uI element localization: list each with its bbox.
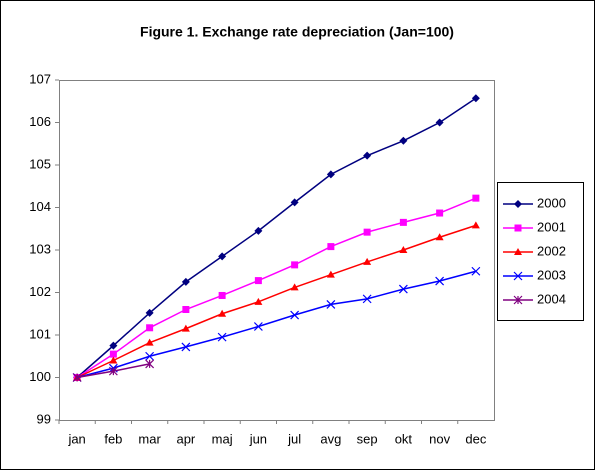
marker — [109, 350, 117, 358]
marker — [254, 297, 263, 305]
x-tick-label: sep — [357, 431, 378, 446]
x-tick-label: jul — [287, 431, 301, 446]
x-tick-label: feb — [104, 431, 122, 446]
marker — [471, 94, 480, 103]
x-tick-label: jan — [67, 431, 85, 446]
y-tick-label: 107 — [29, 71, 51, 86]
x-tick-label: apr — [176, 431, 195, 446]
x-tick-label: dec — [465, 431, 486, 446]
marker — [471, 221, 480, 229]
marker — [254, 226, 263, 235]
legend-label: 2004 — [537, 291, 566, 306]
marker — [399, 246, 408, 253]
marker — [181, 277, 190, 286]
x-tick-label: maj — [212, 431, 233, 446]
y-tick-label: 99 — [37, 411, 51, 426]
marker — [145, 351, 155, 361]
marker — [72, 373, 82, 382]
series-line — [76, 97, 477, 379]
x-tick-label: okt — [395, 431, 413, 446]
legend-label: 2002 — [537, 243, 566, 258]
marker — [109, 356, 118, 364]
marker — [145, 359, 155, 369]
marker — [362, 294, 372, 304]
marker — [435, 118, 444, 127]
marker — [218, 309, 227, 317]
legend-label: 2000 — [537, 195, 566, 210]
y-tick-label: 105 — [29, 156, 51, 171]
marker — [327, 243, 335, 251]
y-tick-label: 106 — [29, 114, 51, 129]
marker — [290, 283, 299, 291]
marker — [471, 266, 481, 276]
marker — [326, 270, 335, 278]
marker — [108, 366, 118, 376]
marker — [326, 170, 335, 179]
legend-label: 2001 — [537, 219, 566, 234]
marker — [254, 277, 262, 285]
marker — [217, 332, 227, 342]
x-tick-label: avg — [320, 431, 341, 446]
marker — [435, 276, 445, 286]
marker — [181, 324, 190, 332]
marker — [472, 194, 480, 202]
marker — [514, 248, 522, 255]
y-tick-label: 104 — [29, 199, 51, 214]
marker — [436, 209, 444, 217]
series-line — [76, 270, 477, 379]
y-tick-label: 103 — [29, 241, 51, 256]
marker — [514, 200, 522, 208]
marker — [513, 295, 523, 305]
marker — [513, 271, 523, 281]
legend-label: 2003 — [537, 267, 566, 282]
marker — [326, 299, 336, 309]
marker — [182, 306, 190, 313]
marker — [145, 308, 154, 317]
marker — [363, 151, 372, 160]
marker — [146, 324, 154, 332]
chart-title: Figure 1. Exchange rate depreciation (Ja… — [140, 24, 454, 40]
marker — [109, 341, 118, 350]
series-line — [76, 197, 477, 379]
marker — [181, 342, 191, 352]
y-tick-label: 101 — [29, 326, 51, 341]
marker — [514, 224, 522, 232]
y-tick-label: 102 — [29, 284, 51, 299]
marker — [363, 257, 372, 265]
marker — [398, 284, 408, 294]
x-tick-label: mar — [138, 431, 161, 446]
y-tick-label: 100 — [29, 369, 51, 384]
marker — [291, 261, 299, 269]
marker — [399, 136, 408, 145]
marker — [363, 228, 371, 236]
marker — [145, 338, 154, 346]
marker — [435, 233, 444, 241]
marker — [218, 291, 226, 299]
series-line — [76, 224, 477, 379]
x-tick-label: nov — [429, 431, 450, 446]
marker — [253, 322, 263, 331]
x-tick-label: jun — [249, 431, 267, 446]
marker — [218, 252, 227, 261]
marker — [290, 198, 299, 207]
marker — [290, 310, 300, 320]
marker — [399, 218, 407, 226]
